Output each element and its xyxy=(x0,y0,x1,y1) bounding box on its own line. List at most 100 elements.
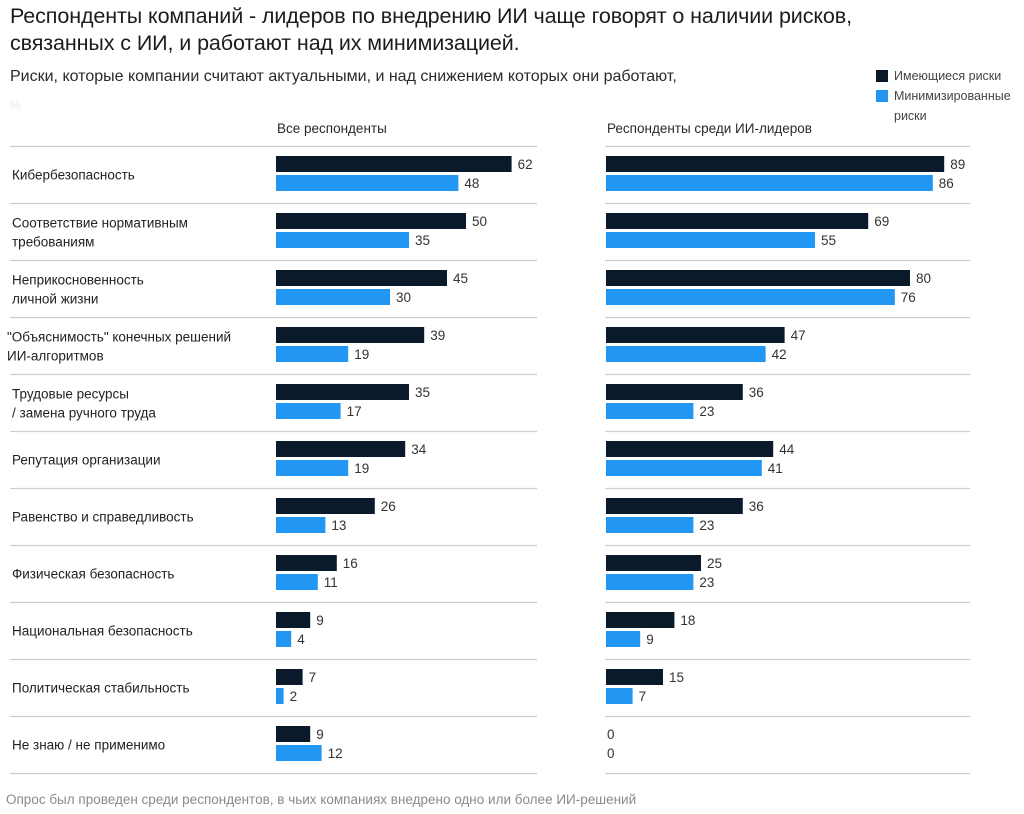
value-label: 62 xyxy=(518,157,533,172)
value-label: 36 xyxy=(749,385,764,400)
value-label: 13 xyxy=(331,518,346,533)
value-label: 17 xyxy=(347,404,362,419)
value-label: 30 xyxy=(396,290,411,305)
panel-header-leaders: Респонденты среди ИИ-лидеров xyxy=(607,121,812,136)
panel-header-all: Все респонденты xyxy=(277,121,387,136)
bar-existing-all xyxy=(276,156,512,172)
value-label: 26 xyxy=(381,499,396,514)
bar-minimized-all xyxy=(276,175,459,191)
category-label: Политическая стабильность xyxy=(12,681,190,696)
bar-minimized-all xyxy=(276,517,326,533)
bar-existing-leaders xyxy=(606,441,774,457)
category-label: "Объяснимость" конечных решений ИИ-алгори… xyxy=(7,330,231,364)
bar-existing-all xyxy=(276,213,466,229)
bar-existing-all xyxy=(276,384,409,400)
value-label: 76 xyxy=(901,290,916,305)
value-label: 7 xyxy=(639,689,647,704)
value-label: 25 xyxy=(707,556,722,571)
value-label: 19 xyxy=(354,347,369,362)
bar-existing-all xyxy=(276,726,311,742)
legend-swatch-existing xyxy=(876,70,888,82)
legend: Имеющиеся риски Минимизированные риски xyxy=(876,66,1024,126)
value-label: 18 xyxy=(680,613,695,628)
bar-minimized-all xyxy=(276,289,390,305)
bar-minimized-all xyxy=(276,346,349,362)
value-label: 48 xyxy=(464,176,479,191)
bar-existing-all xyxy=(276,669,303,685)
chart-subtitle: Риски, которые компании считают актуальн… xyxy=(10,68,677,85)
bar-existing-all xyxy=(276,270,447,286)
value-label: 15 xyxy=(669,670,684,685)
category-label: Трудовые ресурсы / замена ручного труда xyxy=(12,387,156,421)
value-label: 9 xyxy=(646,632,654,647)
unit-label: % xyxy=(10,98,21,112)
value-label: 7 xyxy=(309,670,317,685)
bar-minimized-all xyxy=(276,688,284,704)
bar-existing-leaders xyxy=(606,213,869,229)
bar-existing-leaders xyxy=(606,327,785,343)
value-label: 2 xyxy=(290,689,298,704)
category-label: Равенство и справедливость xyxy=(12,510,194,525)
bar-minimized-all xyxy=(276,574,318,590)
bar-minimized-leaders xyxy=(606,460,762,476)
value-label: 50 xyxy=(472,214,487,229)
value-label: 11 xyxy=(324,575,338,590)
bar-minimized-leaders xyxy=(606,346,766,362)
bar-minimized-leaders xyxy=(606,232,815,248)
bar-existing-leaders xyxy=(606,498,743,514)
value-label: 19 xyxy=(354,461,369,476)
bar-existing-all xyxy=(276,498,375,514)
value-label: 55 xyxy=(821,233,836,248)
bar-minimized-leaders xyxy=(606,574,694,590)
bar-existing-all xyxy=(276,555,337,571)
bar-existing-leaders xyxy=(606,555,701,571)
bar-minimized-all xyxy=(276,745,322,761)
value-label: 4 xyxy=(297,632,305,647)
value-label: 0 xyxy=(607,727,615,742)
category-label: Не знаю / не применимо xyxy=(12,738,165,753)
legend-label: Имеющиеся риски xyxy=(894,69,1002,83)
bar-existing-leaders xyxy=(606,669,663,685)
bar-existing-leaders xyxy=(606,612,675,628)
value-label: 80 xyxy=(916,271,931,286)
value-label: 23 xyxy=(699,404,714,419)
value-label: 44 xyxy=(779,442,795,457)
value-label: 36 xyxy=(749,499,764,514)
value-label: 39 xyxy=(430,328,445,343)
value-label: 41 xyxy=(768,461,783,476)
value-label: 42 xyxy=(772,347,787,362)
legend-item-existing-risks: Имеющиеся риски xyxy=(876,66,1024,86)
category-label: Репутация организации xyxy=(12,453,161,468)
legend-item-minimized-risks: Минимизированные риски xyxy=(876,86,1024,126)
value-label: 35 xyxy=(415,233,430,248)
value-label: 0 xyxy=(607,746,615,761)
value-label: 23 xyxy=(699,518,714,533)
category-label: Национальная безопасность xyxy=(12,624,193,639)
legend-label: Минимизированные риски xyxy=(894,89,1011,123)
chart-title: Респонденты компаний - лидеров по внедре… xyxy=(10,4,852,55)
bar-existing-leaders xyxy=(606,156,945,172)
bar-existing-all xyxy=(276,612,311,628)
value-label: 35 xyxy=(415,385,430,400)
bar-existing-all xyxy=(276,327,425,343)
footnote: Опрос был проведен среди респондентов, в… xyxy=(6,792,637,807)
value-label: 16 xyxy=(343,556,358,571)
bar-minimized-leaders xyxy=(606,289,895,305)
value-label: 69 xyxy=(874,214,889,229)
value-label: 89 xyxy=(950,157,965,172)
value-label: 45 xyxy=(453,271,468,286)
bar-minimized-all xyxy=(276,232,409,248)
value-label: 12 xyxy=(328,746,343,761)
bar-minimized-leaders xyxy=(606,517,694,533)
bar-minimized-leaders xyxy=(606,403,694,419)
category-label: Неприкосновенность личной жизни xyxy=(12,273,144,307)
bar-existing-leaders xyxy=(606,270,910,286)
bar-existing-all xyxy=(276,441,406,457)
bar-minimized-leaders xyxy=(606,688,633,704)
value-label: 47 xyxy=(791,328,806,343)
value-label: 86 xyxy=(939,176,954,191)
category-label: Кибербезопасность xyxy=(12,168,135,183)
bar-minimized-all xyxy=(276,403,341,419)
value-label: 34 xyxy=(411,442,427,457)
